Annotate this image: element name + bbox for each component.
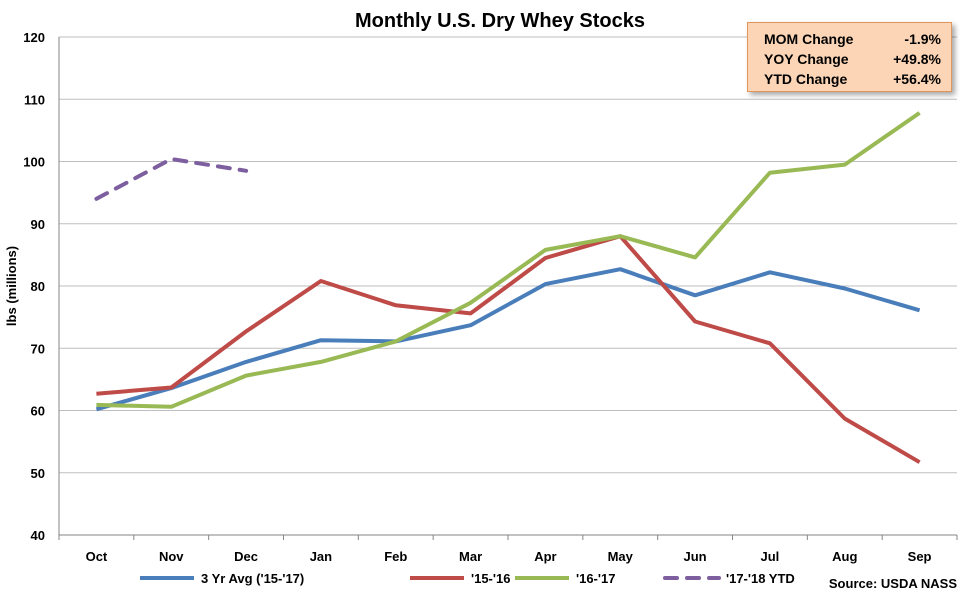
stat-label: MOM Change [764,31,854,47]
grid-lines [59,36,957,474]
stat-row-mom: MOM Change -1.9% [764,29,941,49]
series-line-3 [94,157,249,201]
x-tick-label: Sep [908,549,932,564]
stat-label: YTD Change [764,71,848,87]
y-tick-label: 70 [31,341,45,356]
series-line-2 [96,111,921,409]
x-tick-label: Oct [86,549,108,564]
y-tick-label: 80 [31,279,45,294]
chart-title: Monthly U.S. Dry Whey Stocks [355,10,645,32]
x-tick-labels: Oct Nov Dec Jan Feb Mar Apr May Jun Jul Aug Sep [86,549,932,564]
x-tick-label: Jul [761,549,780,564]
x-tick-label: Apr [534,549,556,564]
change-stats-box: MOM Change -1.9% YOY Change +49.8% YTD C… [747,22,952,92]
y-tick-label: 100 [23,155,45,170]
y-tick-label: 120 [23,30,45,45]
y-tick-label: 50 [31,466,45,481]
legend: 3 Yr Avg ('15-'17) '15-'16 '16-'17 '17-'18 … [140,571,795,586]
x-tick-label: Jun [684,549,707,564]
x-tick-label: Aug [832,549,857,564]
stat-value: +56.4% [893,71,941,87]
stat-row-ytd: YTD Change +56.4% [764,69,941,89]
legend-label: 3 Yr Avg ('15-'17) [201,571,304,586]
stat-label: YOY Change [764,51,849,67]
y-tick-label: 90 [31,217,45,232]
stat-value: +49.8% [893,51,941,67]
x-tick-label: Mar [459,549,482,564]
x-tick-label: Jan [310,549,332,564]
x-tick-label: Feb [384,549,407,564]
axes [58,37,958,540]
legend-label: '15-'16 [471,571,510,586]
legend-label: '16-'17 [576,571,615,586]
x-tick-label: Nov [159,549,184,564]
series-lines [94,111,921,464]
stat-value: -1.9% [904,31,941,47]
y-axis-label: lbs (millions) [4,246,19,326]
y-tick-label: 40 [31,528,45,543]
x-tick-label: May [608,549,634,564]
series-line-1 [96,234,921,464]
x-tick-label: Dec [234,549,258,564]
y-tick-label: 60 [31,404,45,419]
y-tick-labels: 40 50 60 70 80 90 100 110 120 [23,30,45,543]
legend-label: '17-'18 YTD [726,571,795,586]
stat-row-yoy: YOY Change +49.8% [764,49,941,69]
y-tick-label: 110 [24,92,45,107]
source-note: Source: USDA NASS [828,576,957,591]
series-line-0 [95,267,921,412]
